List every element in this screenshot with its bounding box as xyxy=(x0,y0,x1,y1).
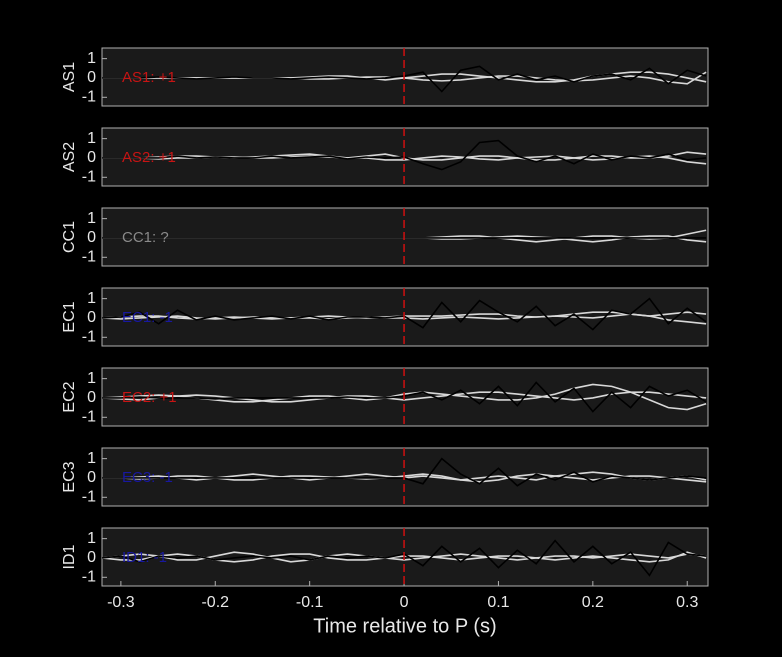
x-tick-label: -0.1 xyxy=(296,594,324,611)
panel-annotation: AS1: +1 xyxy=(122,69,176,86)
panel-annotation: EC2: +1 xyxy=(122,389,177,406)
panel xyxy=(101,207,709,267)
y-axis-label: AS1 xyxy=(61,62,78,92)
y-tick-label: 0 xyxy=(87,309,96,326)
y-tick-label: -1 xyxy=(82,329,96,346)
panel xyxy=(101,47,709,107)
y-tick-label: 1 xyxy=(87,130,96,147)
y-axis-label: AS2 xyxy=(61,142,78,172)
y-tick-label: 1 xyxy=(87,210,96,227)
y-axis-label: CC1 xyxy=(61,221,78,253)
x-axis-label: Time relative to P (s) xyxy=(313,615,496,637)
panel-annotation: CC1: ? xyxy=(122,229,169,246)
panel-annotation: ID1: -1 xyxy=(122,549,167,566)
y-tick-label: 0 xyxy=(87,69,96,86)
x-tick-label: 0.3 xyxy=(676,594,698,611)
y-axis-label: ID1 xyxy=(61,544,78,569)
y-tick-label: -1 xyxy=(82,169,96,186)
y-tick-label: -1 xyxy=(82,489,96,506)
panel-annotation: AS2: +1 xyxy=(122,149,176,166)
y-tick-label: 0 xyxy=(87,149,96,166)
panel-annotation: EC1: -1 xyxy=(122,309,173,326)
panel-annotation: EC3: -1 xyxy=(122,469,173,486)
x-tick-label: 0.2 xyxy=(582,594,604,611)
y-tick-label: 0 xyxy=(87,549,96,566)
y-tick-label: 0 xyxy=(87,229,96,246)
x-tick-label: -0.3 xyxy=(107,594,135,611)
y-tick-label: 1 xyxy=(87,370,96,387)
x-tick-label: -0.2 xyxy=(201,594,229,611)
x-tick-label: 0 xyxy=(400,594,409,611)
y-tick-label: -1 xyxy=(82,409,96,426)
y-tick-label: -1 xyxy=(82,89,96,106)
y-axis-label: EC3 xyxy=(61,461,78,492)
y-tick-label: 1 xyxy=(87,290,96,307)
y-tick-label: 1 xyxy=(87,530,96,547)
y-tick-label: 0 xyxy=(87,389,96,406)
y-axis-label: EC1 xyxy=(61,301,78,332)
y-axis-label: EC2 xyxy=(61,381,78,412)
y-tick-label: 0 xyxy=(87,469,96,486)
y-tick-label: 1 xyxy=(87,450,96,467)
x-tick-label: 0.1 xyxy=(487,594,509,611)
y-tick-label: -1 xyxy=(82,569,96,586)
y-tick-label: 1 xyxy=(87,50,96,67)
y-tick-label: -1 xyxy=(82,249,96,266)
